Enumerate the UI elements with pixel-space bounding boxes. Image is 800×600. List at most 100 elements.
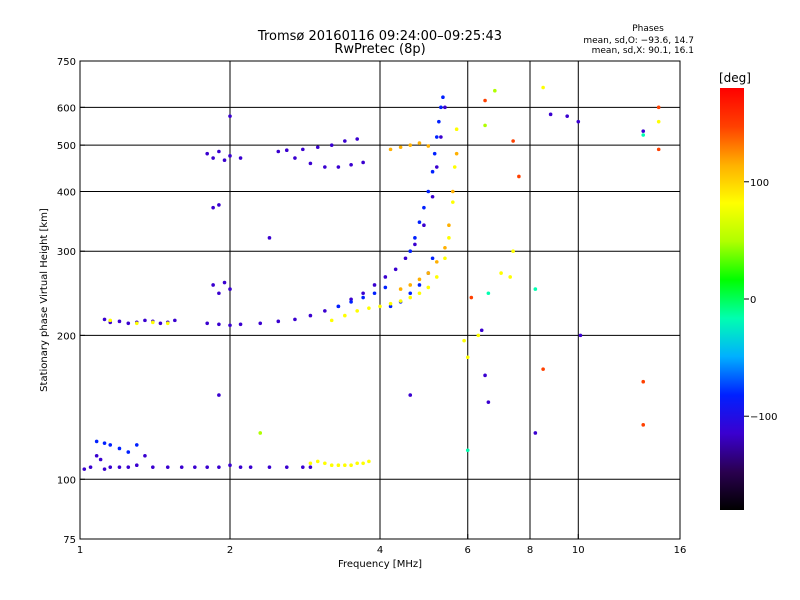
data-point xyxy=(349,297,353,302)
data-point xyxy=(417,141,422,145)
data-point xyxy=(565,114,569,118)
data-point xyxy=(413,242,417,247)
data-point xyxy=(108,443,113,447)
data-point xyxy=(165,321,170,326)
data-point xyxy=(329,463,334,468)
data-point xyxy=(434,165,439,169)
data-point xyxy=(486,291,491,296)
data-point xyxy=(355,309,359,313)
data-point xyxy=(343,313,347,318)
data-point xyxy=(430,194,435,199)
data-point xyxy=(308,465,313,469)
data-point xyxy=(276,149,281,154)
data-point xyxy=(217,149,221,154)
data-point xyxy=(361,291,365,296)
data-point xyxy=(117,446,122,451)
x-tick-label: 16 xyxy=(674,545,687,556)
data-point xyxy=(134,463,139,468)
data-point xyxy=(102,467,107,471)
y-tick-label: 200 xyxy=(57,331,76,342)
data-point xyxy=(393,267,398,272)
data-point xyxy=(451,189,455,194)
y-tick-label: 750 xyxy=(57,57,76,68)
data-point xyxy=(355,461,359,466)
data-point xyxy=(323,461,327,466)
data-point xyxy=(426,144,431,148)
data-point xyxy=(329,318,334,323)
data-point xyxy=(217,322,221,327)
data-point xyxy=(641,379,646,384)
data-point xyxy=(417,291,422,296)
data-point xyxy=(398,299,403,303)
data-point xyxy=(205,465,209,469)
data-point xyxy=(258,321,263,326)
data-point xyxy=(426,285,431,290)
grid-lines xyxy=(80,61,680,539)
data-point xyxy=(508,275,512,279)
data-point xyxy=(465,448,470,453)
data-point xyxy=(301,147,305,152)
data-point xyxy=(308,313,313,318)
data-point xyxy=(576,119,581,124)
y-tick-label: 75 xyxy=(63,535,76,546)
data-point xyxy=(465,355,470,360)
data-point xyxy=(417,283,422,287)
data-point xyxy=(408,283,413,287)
data-point xyxy=(228,323,232,328)
data-point xyxy=(126,450,131,454)
data-point xyxy=(248,465,253,469)
data-point xyxy=(437,119,441,124)
colorbar-tick-label: −100 xyxy=(750,412,777,423)
data-point xyxy=(349,463,353,468)
data-point xyxy=(315,145,320,150)
data-point xyxy=(408,249,413,254)
data-point xyxy=(388,301,393,306)
data-point xyxy=(361,160,365,165)
x-axis-label: Frequency [MHz] xyxy=(338,559,422,570)
y-tick-label: 300 xyxy=(57,247,76,258)
data-point xyxy=(108,318,113,323)
data-point xyxy=(434,275,439,279)
data-point xyxy=(336,165,341,169)
data-point xyxy=(367,306,371,310)
data-point xyxy=(205,151,209,156)
data-point xyxy=(308,461,313,466)
data-point xyxy=(315,459,320,464)
data-point xyxy=(102,441,107,445)
data-point xyxy=(211,283,215,287)
data-point xyxy=(413,236,417,240)
data-point xyxy=(217,465,221,469)
phases-heading: Phases xyxy=(632,24,664,34)
data-point xyxy=(483,98,487,103)
colorbar-label: [deg] xyxy=(719,71,751,85)
data-point xyxy=(143,453,147,458)
data-point xyxy=(258,431,263,435)
data-point xyxy=(222,158,227,163)
data-point xyxy=(452,165,457,169)
data-point xyxy=(355,137,359,141)
data-point xyxy=(443,256,447,261)
data-point xyxy=(533,287,538,291)
data-point xyxy=(94,453,99,458)
data-point xyxy=(493,88,497,93)
data-point xyxy=(417,277,422,282)
data-point xyxy=(228,154,232,158)
data-point xyxy=(343,139,347,143)
data-point xyxy=(641,423,646,427)
data-point xyxy=(276,319,281,324)
data-point xyxy=(173,318,177,323)
data-point xyxy=(656,147,661,152)
data-point xyxy=(293,156,297,160)
axes: 1 2 4 6 8 10 16 75 100 200 300 400 500 600 750 xyxy=(57,57,686,556)
data-point xyxy=(284,148,289,153)
colorbar xyxy=(720,88,744,510)
data-point xyxy=(426,271,431,275)
data-point xyxy=(228,287,232,291)
data-point xyxy=(388,304,393,309)
x-tick-label: 2 xyxy=(227,545,233,556)
data-points xyxy=(82,85,661,471)
data-point xyxy=(308,161,313,166)
y-tick-label: 400 xyxy=(57,187,76,198)
data-point xyxy=(641,129,646,133)
data-point xyxy=(641,133,646,137)
